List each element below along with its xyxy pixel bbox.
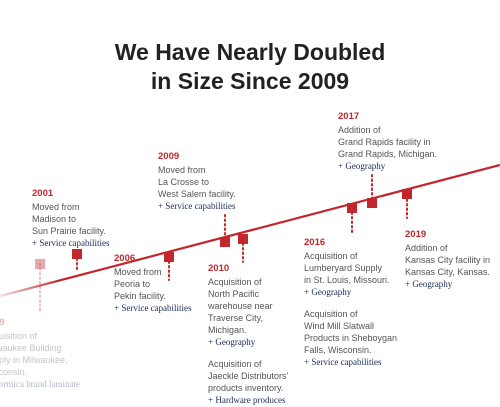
timeline-line — [0, 163, 500, 298]
event-text-line: Products in Sheboygan — [304, 333, 398, 343]
event-text-line: warehouse near — [208, 301, 273, 311]
event-paragraph: Acquisition of North Pacific warehouse n… — [208, 276, 288, 349]
event-tag: + Service capabilities — [304, 357, 382, 367]
event-year: 2001 — [32, 188, 54, 199]
event-tag: + Service capabilities — [158, 201, 236, 211]
event-year: 2017 — [338, 111, 360, 122]
event-text-line: Michigan. — [208, 325, 247, 335]
event-text-line: Wind Mill Slatwall — [304, 321, 375, 331]
event-text-line: La Crosse to — [158, 177, 210, 187]
event-year: 2009 — [158, 151, 180, 162]
event-2019: 2019 Addition of Kansas City facility in… — [405, 228, 490, 291]
marker-2016 — [347, 203, 357, 213]
event-text-line: Grand Rapids facility in — [338, 137, 431, 147]
event-text-line: Addition of — [405, 243, 448, 253]
page-title: We Have Nearly Doubled in Size Since 200… — [0, 38, 500, 96]
event-text-line: lwaukee Building — [0, 343, 62, 353]
event-year: 2019 — [405, 229, 427, 240]
event-text-line: Kansas City, Kansas. — [405, 267, 490, 277]
event-text-line: Kansas City facility in — [405, 255, 491, 265]
event-text-line: Traverse City, — [208, 313, 264, 323]
marker-1999 — [35, 259, 45, 269]
event-2006: 2006 Moved from Peoria to Pekin facility… — [114, 252, 192, 315]
event-text-line: Acquisition of — [304, 309, 358, 319]
event-tag: Formica brand laminate — [0, 379, 80, 389]
event-tag: + Geography — [405, 279, 453, 289]
event-text-line: Falls, Wisconsin. — [304, 345, 372, 355]
marker-2009 — [220, 237, 230, 247]
event-text-line: West Salem facility. — [158, 189, 236, 199]
event-text-line: products inventory. — [208, 383, 284, 393]
event-text-line: Acquisition of — [208, 277, 262, 287]
marker-2017 — [367, 198, 377, 208]
event-text-line: Sun Prairie facility. — [32, 226, 106, 236]
event-tag: + Service capabilities — [114, 303, 192, 313]
event-2010: 2010 Acquisition of North Pacific wareho… — [208, 262, 288, 407]
title-line-1: We Have Nearly Doubled — [114, 39, 386, 65]
event-text-line: Peoria to — [114, 279, 151, 289]
event-text-line: pply in Milwaukee, — [0, 355, 68, 365]
event-tag: + Geography — [304, 287, 352, 297]
event-text-line: Madison to — [32, 214, 77, 224]
event-paragraph: Acquisition of Wind Mill Slatwall Produc… — [304, 308, 397, 369]
event-text-line: Moved from — [158, 165, 206, 175]
event-text-line: Acquisition of — [208, 359, 262, 369]
event-text-line: Grand Rapids, Michigan. — [338, 149, 438, 159]
marker-2006 — [164, 252, 174, 262]
event-year: 2016 — [304, 237, 326, 248]
event-tag: + Geography — [338, 161, 386, 171]
event-text-line: Jaeckle Distributors' — [208, 371, 289, 381]
event-text-line: quisition of — [0, 331, 38, 341]
event-2009: 2009 Moved from La Crosse to West Salem … — [158, 150, 236, 213]
event-text-line: Moved from — [114, 267, 162, 277]
event-tag: + Geography — [208, 337, 256, 347]
event-2001: 2001 Moved from Madison to Sun Prairie f… — [32, 187, 110, 250]
event-year: 2006 — [114, 253, 136, 264]
event-paragraph: Acquisition of Lumberyard Supply in St. … — [304, 250, 397, 299]
event-1999: 99 quisition of lwaukee Building pply in… — [0, 316, 80, 391]
event-text-line: North Pacific — [208, 289, 260, 299]
event-year: 99 — [0, 317, 5, 328]
marker-2010 — [238, 234, 248, 244]
marker-2001 — [72, 249, 82, 259]
event-2017: 2017 Addition of Grand Rapids facility i… — [338, 110, 437, 173]
event-year: 2010 — [208, 263, 230, 274]
event-text-line: sconsin. — [0, 367, 28, 377]
event-tag: + Service capabilities — [32, 238, 110, 248]
marker-2019 — [402, 189, 412, 199]
event-text-line: Moved from — [32, 202, 80, 212]
event-text-line: Acquisition of — [304, 251, 358, 261]
event-text-line: in St. Louis, Missouri. — [304, 275, 390, 285]
title-line-2: in Size Since 2009 — [150, 68, 350, 94]
event-text-line: Addition of — [338, 125, 381, 135]
event-text-line: Pekin facility. — [114, 291, 166, 301]
event-text-line: Lumberyard Supply — [304, 263, 383, 273]
event-2016: 2016 Acquisition of Lumberyard Supply in… — [304, 236, 397, 369]
event-tag: + Hardware produces — [208, 395, 286, 405]
